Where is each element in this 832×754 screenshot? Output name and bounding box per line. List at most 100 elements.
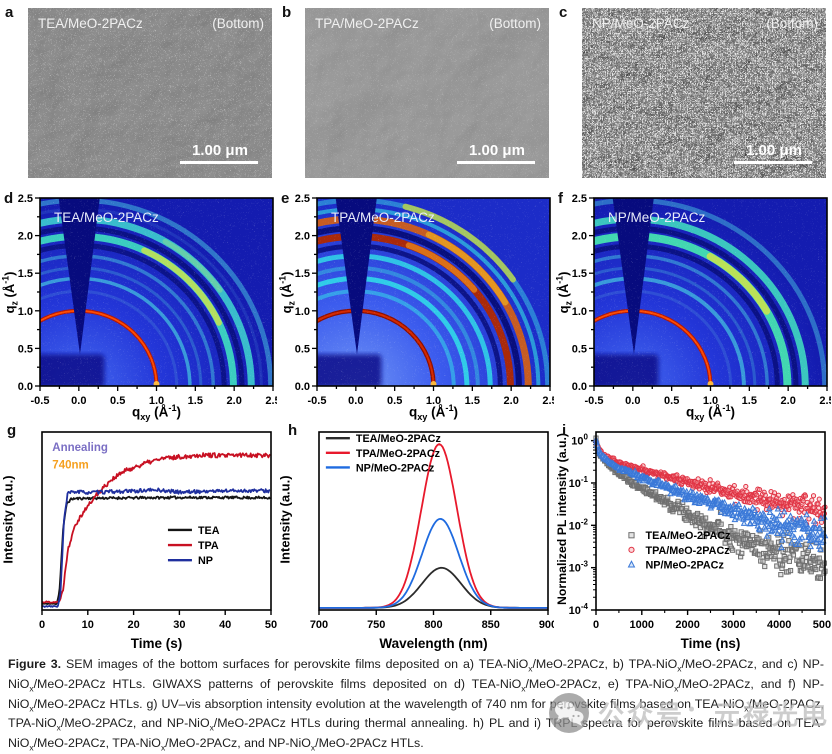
svg-text:TEA/MeO-2PACz: TEA/MeO-2PACz (645, 530, 731, 542)
svg-text:2.0: 2.0 (227, 395, 242, 407)
svg-text:800: 800 (424, 619, 442, 631)
sem-image-tea: TEA/MeO-2PACz (Bottom) 1.00 μm (28, 8, 272, 178)
chart-axes: 700 750 800 850 900 (310, 610, 554, 631)
svg-text:900: 900 (539, 619, 554, 631)
svg-text:2.0: 2.0 (295, 231, 310, 243)
series-NP (41, 487, 271, 608)
svg-text:3000: 3000 (721, 619, 745, 631)
giwaxs-scattering-area (594, 198, 827, 386)
svg-text:0.5: 0.5 (110, 395, 125, 407)
absorption-evolution-chart: 0 10 20 30 40 50 Annealing 740nm TEA TPA NP (39, 431, 277, 631)
sem-corner-label: (Bottom) (766, 16, 818, 31)
scale-bar (734, 161, 812, 164)
giwaxs-axes: -0.5 0.0 0.5 1.0 1.5 2.0 2.5 0.0 0.5 1.0 1.5 2.0 2.5 (295, 193, 554, 407)
svg-text:750: 750 (367, 619, 385, 631)
svg-text:-0.5: -0.5 (585, 395, 604, 407)
panel-letter-e: e (281, 190, 290, 207)
chart-series-group (319, 443, 548, 609)
svg-text:10-2: 10-2 (569, 517, 589, 532)
scale-bar-label: 1.00 μm (746, 142, 802, 159)
giwaxs-ylabel-f: qz (Å-1) (554, 271, 574, 314)
annotation: 740nm (52, 460, 88, 472)
scale-bar (457, 161, 535, 164)
chart-axes: 0 1000 2000 3000 4000 5000 100 10-1 10-2 10-3 10-4 (569, 433, 831, 631)
legend: TEA/MeO-2PACz TPA/MeO-2PACz NP/MeO-2PACz (325, 433, 441, 474)
giwaxs-ylabel-d: qz (Å-1) (0, 271, 20, 314)
giwaxs-label: TPA/MeO-2PACz (331, 210, 435, 225)
svg-text:TPA/MeO-2PACz: TPA/MeO-2PACz (645, 545, 730, 557)
svg-text:0.0: 0.0 (71, 395, 86, 407)
svg-text:10-4: 10-4 (569, 602, 589, 617)
svg-text:0.5: 0.5 (295, 343, 310, 355)
sem-image-np: NP/MeO-2PACz (Bottom) 1.00 μm (582, 8, 826, 178)
svg-text:0.5: 0.5 (572, 343, 587, 355)
chart-panel-g: 0 10 20 30 40 50 Annealing 740nm TEA TPA NP (0, 424, 277, 652)
sem-label: NP/MeO-2PACz (592, 16, 690, 31)
giwaxs-label: NP/MeO-2PACz (608, 210, 706, 225)
giwaxs-xlabel-e: qxy (Å-1) (408, 403, 459, 423)
sem-panel-a: TEA/MeO-2PACz (Bottom) 1.00 μm (0, 0, 277, 180)
svg-text:1.5: 1.5 (572, 268, 587, 280)
svg-text:10: 10 (82, 619, 94, 631)
svg-text:2.0: 2.0 (504, 395, 519, 407)
chart-panel-i: 0 1000 2000 3000 4000 5000 100 10-1 10-2 10-3 10-4… (554, 424, 831, 652)
panel-letter-d: d (4, 190, 14, 207)
svg-text:-0.5: -0.5 (308, 395, 327, 407)
svg-text:NP/MeO-2PACz: NP/MeO-2PACz (356, 462, 435, 474)
figure-caption: Figure 3. SEM images of the bottom surfa… (8, 657, 824, 753)
svg-text:0.5: 0.5 (18, 343, 33, 355)
svg-text:2.0: 2.0 (18, 231, 33, 243)
annotation: Annealing (52, 442, 108, 454)
svg-text:1.5: 1.5 (465, 395, 480, 407)
series-TPA (41, 452, 271, 604)
legend: TEA/MeO-2PACz TPA/MeO-2PACz NP/MeO-2PACz (627, 530, 731, 571)
giwaxs-axes: -0.5 0.0 0.5 1.0 1.5 2.0 2.5 0.0 0.5 1.0 1.5 2.0 2.5 (18, 193, 277, 407)
svg-text:50: 50 (265, 619, 277, 631)
svg-text:0.0: 0.0 (295, 381, 310, 393)
sem-specks (582, 8, 826, 178)
panel-letter-i: i (562, 422, 567, 439)
panel-letter-h: h (288, 422, 298, 439)
giwaxs-panel-f: NP/MeO-2PACz -0.5 0.0 0.5 1.0 1.5 2.0 2.5 0.0 0.5… (554, 188, 831, 426)
svg-text:NP/MeO-2PACz: NP/MeO-2PACz (645, 559, 724, 571)
panel-letter-c: c (559, 4, 568, 21)
scale-bar (180, 161, 258, 164)
svg-text:2.0: 2.0 (781, 395, 796, 407)
scale-bar-label: 1.00 μm (192, 142, 248, 159)
giwaxs-plot-tea: TEA/MeO-2PACz -0.5 0.0 0.5 1.0 1.5 2.0 2.5 0.0 0.… (18, 193, 277, 407)
svg-text:20: 20 (127, 619, 139, 631)
chart-g-ylabel: Intensity (a.u.) (0, 475, 16, 564)
svg-text:700: 700 (310, 619, 328, 631)
svg-text:0: 0 (593, 619, 599, 631)
series-NP/MeO-2PACz (319, 518, 548, 609)
svg-text:100: 100 (571, 433, 588, 448)
panel-letter-b: b (282, 4, 292, 21)
chart-h-ylabel: Intensity (a.u.) (277, 475, 293, 564)
sem-panel-b: TPA/MeO-2PACz (Bottom) 1.00 μm (277, 0, 554, 180)
svg-text:1.0: 1.0 (295, 306, 310, 318)
svg-text:4000: 4000 (767, 619, 791, 631)
series-NP/MeO-2PACz (592, 436, 829, 552)
svg-text:1.5: 1.5 (742, 395, 757, 407)
sem-corner-label: (Bottom) (489, 16, 541, 31)
svg-text:1.0: 1.0 (426, 395, 441, 407)
svg-text:0.0: 0.0 (625, 395, 640, 407)
svg-text:10-1: 10-1 (569, 475, 589, 490)
chart-i-xlabel: Time (ns) (680, 636, 741, 651)
svg-text:1000: 1000 (630, 619, 654, 631)
sem-corner-label: (Bottom) (212, 16, 264, 31)
svg-text:0.5: 0.5 (387, 395, 402, 407)
svg-text:TPA: TPA (198, 540, 219, 552)
legend: TEA TPA NP (167, 525, 220, 567)
chart-g-xlabel: Time (s) (130, 636, 183, 651)
svg-text:2.5: 2.5 (18, 193, 33, 205)
svg-text:NP: NP (198, 555, 213, 567)
giwaxs-panel-e: TPA/MeO-2PACz -0.5 0.0 0.5 1.0 1.5 2.0 2.5 0.0 0.… (277, 188, 554, 426)
svg-text:1.0: 1.0 (703, 395, 718, 407)
svg-text:2.0: 2.0 (572, 231, 587, 243)
svg-text:2.5: 2.5 (819, 395, 831, 407)
chart-axes: 0 10 20 30 40 50 (39, 610, 277, 631)
svg-text:TPA/MeO-2PACz: TPA/MeO-2PACz (356, 448, 441, 460)
chart-series-group (41, 452, 271, 608)
